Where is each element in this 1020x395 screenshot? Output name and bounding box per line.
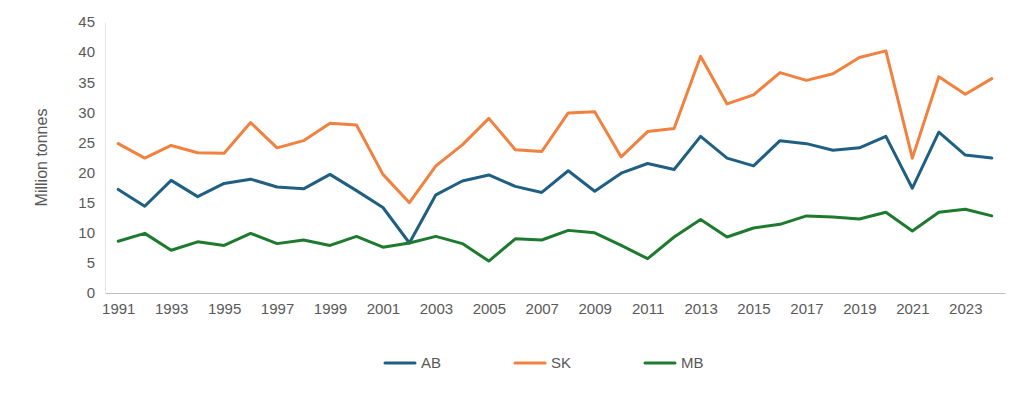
x-tick-label: 2019 — [843, 300, 876, 317]
x-tick-label: 2009 — [579, 300, 612, 317]
x-tick: 2019 — [843, 293, 876, 317]
x-tick: 1999 — [314, 293, 347, 317]
x-tick: 2015 — [737, 293, 770, 317]
y-tick-label: 5 — [87, 254, 95, 271]
series-line — [118, 132, 992, 243]
x-tick-label: 2005 — [473, 300, 506, 317]
x-tick: 1995 — [208, 293, 241, 317]
x-tick: 1991 — [102, 293, 135, 317]
legend-label: SK — [551, 354, 571, 371]
x-tick: 1997 — [261, 293, 294, 317]
y-tick: 35 — [78, 74, 105, 91]
plot-area — [118, 51, 992, 261]
legend-label: MB — [681, 354, 704, 371]
y-tick-label: 0 — [87, 284, 95, 301]
x-tick: 2003 — [420, 293, 453, 317]
x-tick-label: 2003 — [420, 300, 453, 317]
x-tick-label: 1997 — [261, 300, 294, 317]
x-tick-label: 1999 — [314, 300, 347, 317]
x-axis: 1991 1993 1995 1997 1999 2001 2003 2005 2007 2009… — [102, 293, 1005, 317]
legend-label: AB — [421, 354, 441, 371]
x-tick: 2001 — [367, 293, 400, 317]
y-tick-label: 25 — [78, 134, 95, 151]
y-tick: 15 — [78, 194, 105, 211]
x-tick-label: 2013 — [684, 300, 717, 317]
legend: AB SK MB — [385, 354, 704, 371]
x-tick-label: 2017 — [790, 300, 823, 317]
x-tick-label: 2023 — [949, 300, 982, 317]
y-tick: 45 — [78, 13, 105, 30]
y-tick: 5 — [87, 254, 105, 271]
x-tick: 2007 — [526, 293, 559, 317]
x-tick: 2021 — [896, 293, 929, 317]
legend-swatch — [385, 362, 415, 365]
x-tick-label: 1993 — [155, 300, 188, 317]
y-tick: 30 — [78, 104, 105, 121]
x-tick-label: 2015 — [737, 300, 770, 317]
x-axis-line — [106, 293, 1006, 294]
y-axis: 0 5 10 15 20 25 30 35 40 45 — [78, 13, 105, 301]
x-tick: 2017 — [790, 293, 823, 317]
series-line — [118, 51, 992, 203]
x-tick-label: 2021 — [896, 300, 929, 317]
y-tick-label: 45 — [78, 13, 95, 30]
x-tick-label: 1991 — [102, 300, 135, 317]
x-tick: 2005 — [473, 293, 506, 317]
legend-swatch — [645, 362, 675, 365]
y-tick-label: 20 — [78, 164, 95, 181]
legend-item: AB — [385, 354, 441, 371]
legend-item: MB — [645, 354, 704, 371]
y-tick-label: 35 — [78, 74, 95, 91]
y-tick: 20 — [78, 164, 105, 181]
y-tick: 10 — [78, 224, 105, 241]
y-tick-label: 15 — [78, 194, 95, 211]
x-tick-label: 2007 — [526, 300, 559, 317]
x-tick: 2013 — [684, 293, 717, 317]
y-axis-title: Million tonnes — [33, 109, 50, 207]
y-tick-label: 10 — [78, 224, 95, 241]
legend-swatch — [515, 362, 545, 365]
x-tick-label: 2001 — [367, 300, 400, 317]
y-tick: 40 — [78, 43, 105, 60]
legend-item: SK — [515, 354, 571, 371]
y-tick-label: 30 — [78, 104, 95, 121]
y-tick-label: 40 — [78, 43, 95, 60]
x-tick-label: 1995 — [208, 300, 241, 317]
y-tick: 25 — [78, 134, 105, 151]
x-tick-label: 2011 — [632, 300, 664, 317]
x-tick: 2011 — [632, 293, 664, 317]
y-axis-line — [105, 23, 106, 294]
x-tick: 2009 — [579, 293, 612, 317]
x-tick: 2023 — [949, 293, 982, 317]
x-tick: 1993 — [155, 293, 188, 317]
chart: 0 5 10 15 20 25 30 35 40 45 1991 1993 1995 1997 1999 20… — [0, 0, 1020, 395]
series-line — [118, 209, 992, 261]
